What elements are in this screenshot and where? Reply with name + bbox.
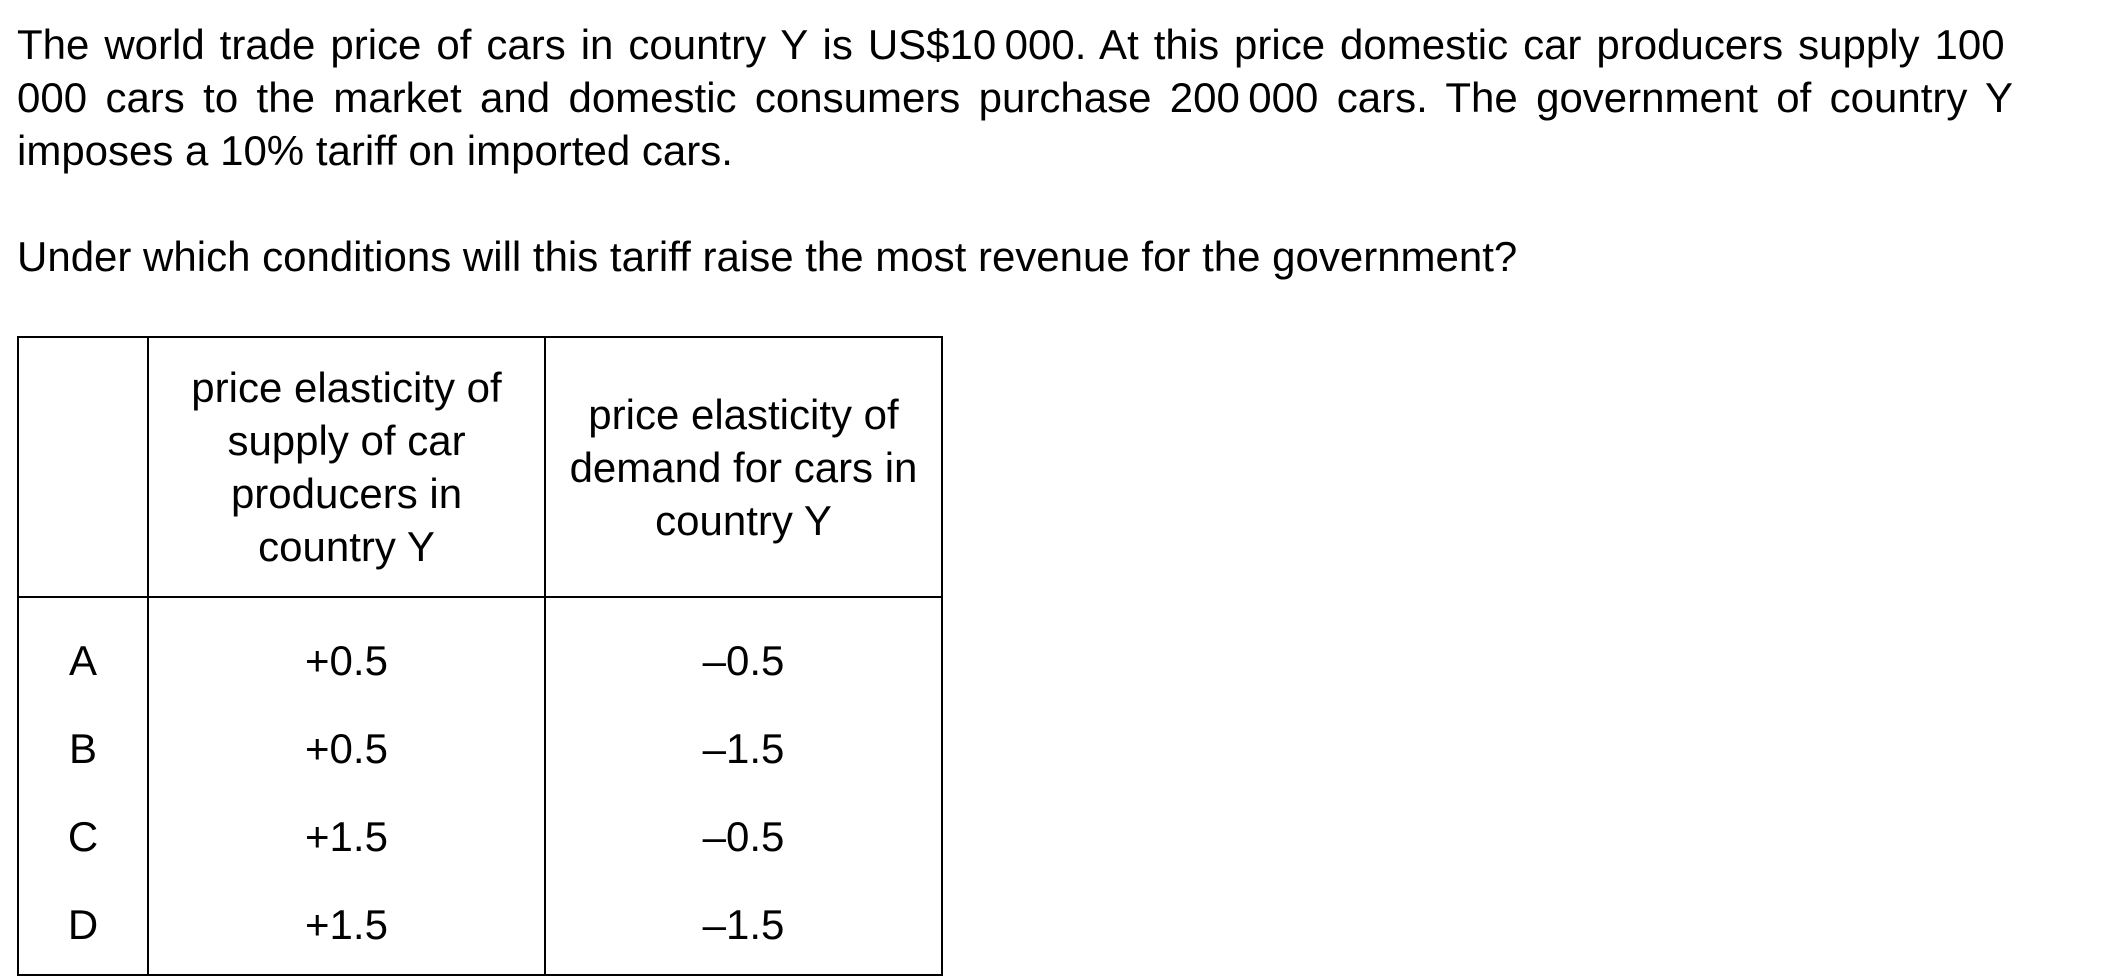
table-row[interactable]: C +1.5 –0.5 [17,792,943,880]
option-letter[interactable]: D [17,880,149,976]
option-letter[interactable]: A [17,596,149,704]
question-stem: The world trade price of cars in country… [17,21,2013,174]
header-supply-elasticity: price elasticity of supply of car produc… [147,336,546,598]
table-row[interactable]: A +0.5 –0.5 [17,596,943,704]
supply-elasticity-value: +1.5 [147,880,546,976]
option-letter[interactable]: B [17,704,149,792]
demand-elasticity-value: –1.5 [544,880,943,976]
header-demand-elasticity: price elasticity of demand for cars in c… [544,336,943,598]
demand-elasticity-value: –1.5 [544,704,943,792]
demand-elasticity-value: –0.5 [544,792,943,880]
supply-elasticity-value: +0.5 [147,596,546,704]
header-blank-cell [17,336,149,598]
option-letter[interactable]: C [17,792,149,880]
supply-elasticity-value: +0.5 [147,704,546,792]
options-table: price elasticity of supply of car produc… [17,336,943,976]
question-prompt: Under which conditions will this tariff … [17,233,1518,280]
table-row[interactable]: B +0.5 –1.5 [17,704,943,792]
supply-elasticity-value: +1.5 [147,792,546,880]
table-header-row: price elasticity of supply of car produc… [17,336,943,598]
table-row[interactable]: D +1.5 –1.5 [17,880,943,976]
demand-elasticity-value: –0.5 [544,596,943,704]
